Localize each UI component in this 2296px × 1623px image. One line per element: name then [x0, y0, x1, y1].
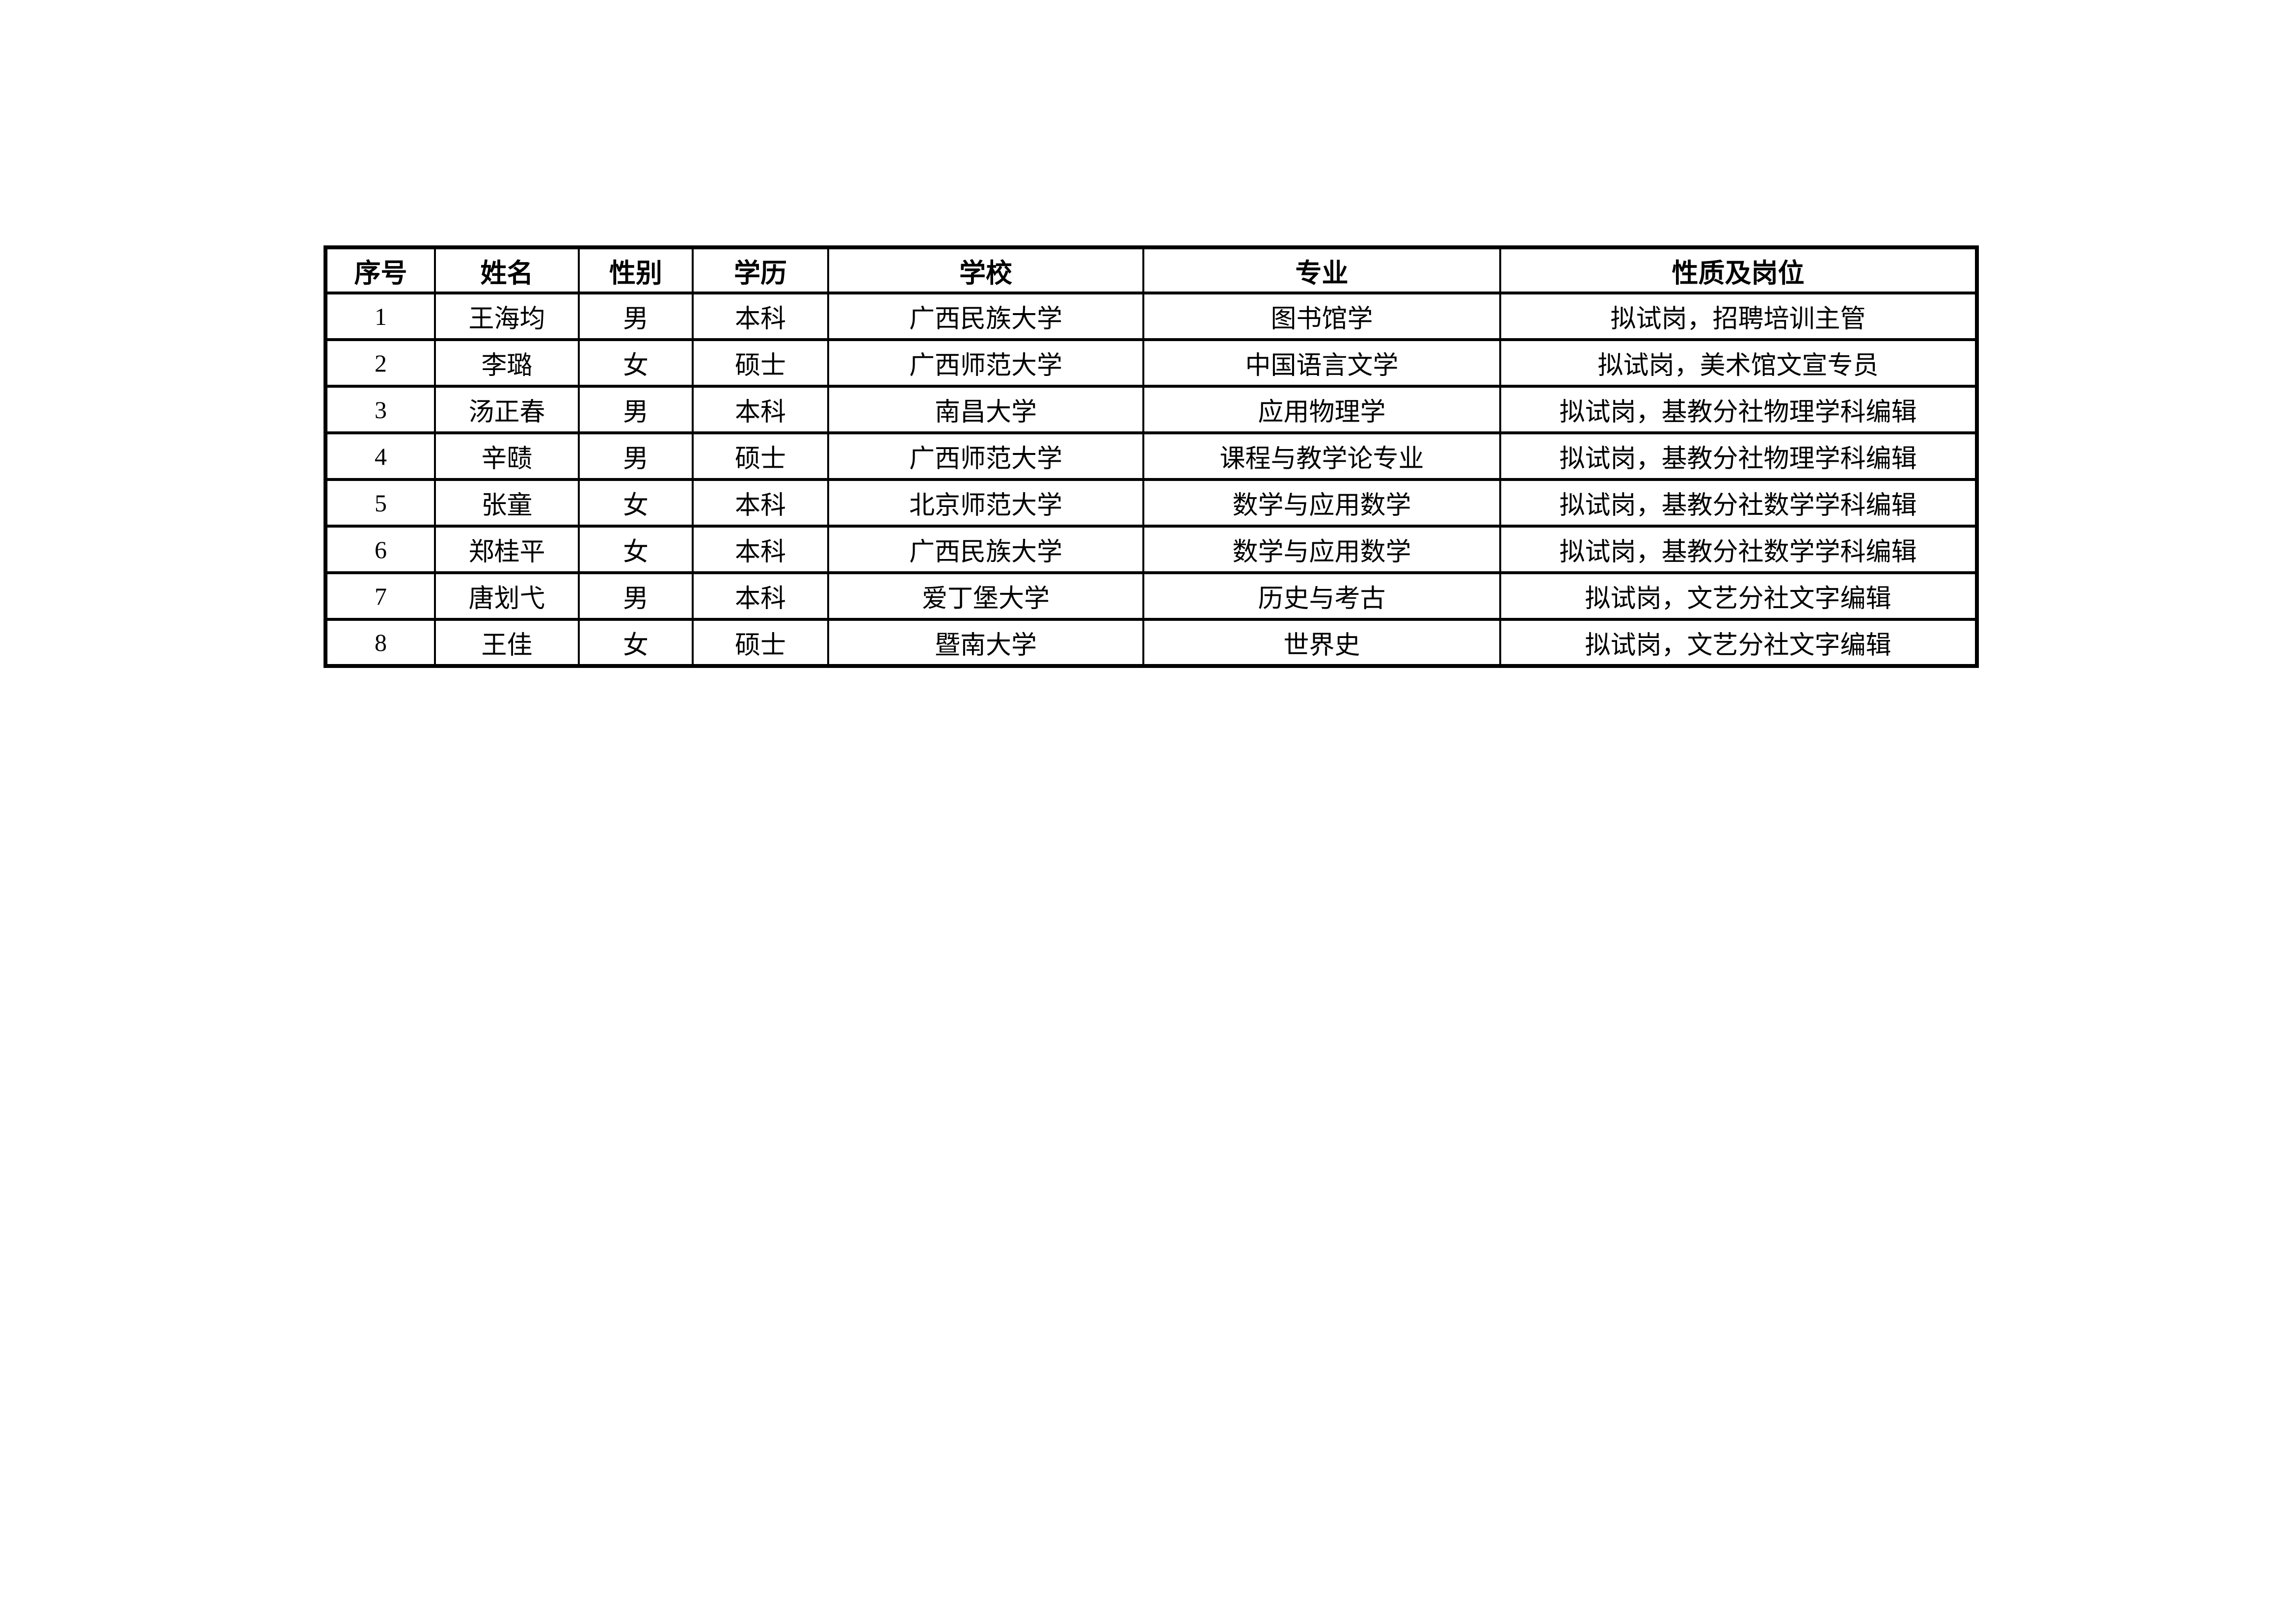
table-cell-major: 历史与考古: [1142, 571, 1501, 621]
table-cell-name: 汤正春: [434, 385, 580, 434]
table-cell-degree: 硕士: [692, 338, 829, 388]
header-xuexiao: 学校: [827, 246, 1144, 294]
table-cell-gender: 女: [578, 338, 694, 388]
header-xingzhi-gangwei: 性质及岗位: [1499, 246, 1978, 294]
table-cell-name: 辛赜: [434, 431, 580, 481]
table-cell-seq: 1: [324, 292, 436, 341]
table-cell-seq: 3: [324, 385, 436, 434]
table-cell-seq: 2: [324, 338, 436, 388]
table-cell-name: 王佳: [434, 618, 580, 667]
table-cell-position: 拟试岗，美术馆文宣专员: [1499, 338, 1978, 388]
table-cell-school: 南昌大学: [827, 385, 1144, 434]
table-row: 8 王佳 女 硕士 暨南大学 世界史 拟试岗，文艺分社文字编辑: [324, 618, 1978, 667]
table-cell-gender: 男: [578, 292, 694, 341]
table-cell-major: 课程与教学论专业: [1142, 431, 1501, 481]
table-cell-school: 广西民族大学: [827, 292, 1144, 341]
table-cell-seq: 8: [324, 618, 436, 667]
table-cell-degree: 本科: [692, 525, 829, 574]
table-cell-gender: 男: [578, 385, 694, 434]
table-cell-major: 数学与应用数学: [1142, 478, 1501, 528]
table-cell-degree: 本科: [692, 385, 829, 434]
table-row: 6 郑桂平 女 本科 广西民族大学 数学与应用数学 拟试岗，基教分社数学学科编辑: [324, 525, 1978, 574]
table-cell-major: 图书馆学: [1142, 292, 1501, 341]
header-zhuanye: 专业: [1142, 246, 1501, 294]
table-cell-position: 拟试岗，文艺分社文字编辑: [1499, 571, 1978, 621]
table-cell-name: 郑桂平: [434, 525, 580, 574]
table-cell-name: 唐划弋: [434, 571, 580, 621]
table-cell-name: 李璐: [434, 338, 580, 388]
table-cell-position: 拟试岗，基教分社数学学科编辑: [1499, 525, 1978, 574]
table-row: 4 辛赜 男 硕士 广西师范大学 课程与教学论专业 拟试岗，基教分社物理学科编辑: [324, 431, 1978, 481]
table-cell-name: 张童: [434, 478, 580, 528]
table-row: 3 汤正春 男 本科 南昌大学 应用物理学 拟试岗，基教分社物理学科编辑: [324, 385, 1978, 434]
header-row: 序号 姓名 性别 学历 学校 专业 性质及岗位: [324, 246, 1978, 294]
table-cell-position: 拟试岗，基教分社物理学科编辑: [1499, 385, 1978, 434]
table-cell-seq: 7: [324, 571, 436, 621]
table-cell-school: 广西师范大学: [827, 338, 1144, 388]
table-row: 2 李璐 女 硕士 广西师范大学 中国语言文学 拟试岗，美术馆文宣专员: [324, 338, 1978, 388]
table-cell-major: 世界史: [1142, 618, 1501, 667]
table-cell-degree: 本科: [692, 478, 829, 528]
table-row: 5 张童 女 本科 北京师范大学 数学与应用数学 拟试岗，基教分社数学学科编辑: [324, 478, 1978, 528]
table-row: 1 王海均 男 本科 广西民族大学 图书馆学 拟试岗，招聘培训主管: [324, 292, 1978, 341]
table-cell-major: 应用物理学: [1142, 385, 1501, 434]
table-cell-school: 爱丁堡大学: [827, 571, 1144, 621]
table-cell-degree: 硕士: [692, 618, 829, 667]
table-cell-position: 拟试岗，基教分社数学学科编辑: [1499, 478, 1978, 528]
table-cell-seq: 5: [324, 478, 436, 528]
table-cell-position: 拟试岗，文艺分社文字编辑: [1499, 618, 1978, 667]
header-xuhao: 序号: [324, 246, 436, 294]
table-cell-school: 广西民族大学: [827, 525, 1144, 574]
table-cell-position: 拟试岗，招聘培训主管: [1499, 292, 1978, 341]
table-cell-school: 暨南大学: [827, 618, 1144, 667]
header-xueli: 学历: [692, 246, 829, 294]
table-cell-seq: 4: [324, 431, 436, 481]
table-cell-gender: 男: [578, 571, 694, 621]
applicant-roster-table: 序号 姓名 性别 学历 学校 专业 性质及岗位 1 王海均 男 本科 广西民族大…: [324, 245, 1979, 668]
table-cell-major: 中国语言文学: [1142, 338, 1501, 388]
table-cell-degree: 硕士: [692, 431, 829, 481]
table-cell-degree: 本科: [692, 571, 829, 621]
table-cell-major: 数学与应用数学: [1142, 525, 1501, 574]
table-cell-school: 北京师范大学: [827, 478, 1144, 528]
table-cell-seq: 6: [324, 525, 436, 574]
table-cell-gender: 女: [578, 525, 694, 574]
table-cell-degree: 本科: [692, 292, 829, 341]
table-cell-school: 广西师范大学: [827, 431, 1144, 481]
table-cell-gender: 女: [578, 478, 694, 528]
table-cell-position: 拟试岗，基教分社物理学科编辑: [1499, 431, 1978, 481]
table-cell-gender: 男: [578, 431, 694, 481]
table-cell-gender: 女: [578, 618, 694, 667]
table-cell-name: 王海均: [434, 292, 580, 341]
header-xingbie: 性别: [578, 246, 694, 294]
table-row: 7 唐划弋 男 本科 爱丁堡大学 历史与考古 拟试岗，文艺分社文字编辑: [324, 571, 1978, 621]
header-xingming: 姓名: [434, 246, 580, 294]
